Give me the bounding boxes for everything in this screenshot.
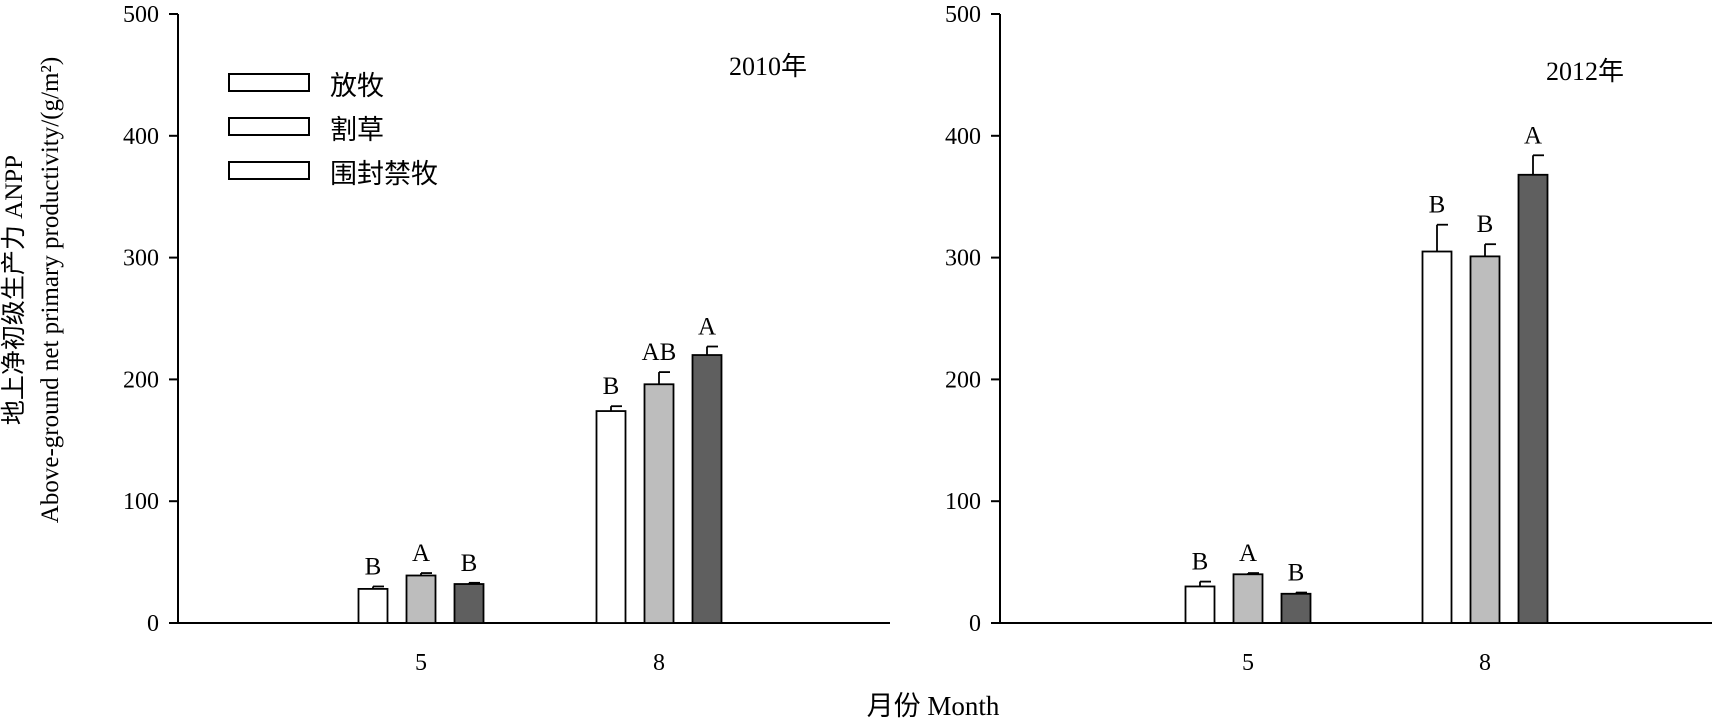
- y-tick-label: 300: [945, 246, 981, 272]
- significance-letter: B: [461, 550, 478, 577]
- legend-label-enclosure: 围封禁牧: [330, 159, 438, 189]
- bar: [1469, 255, 1501, 624]
- y-tick-label: 0: [147, 611, 159, 637]
- significance-letter: B: [1477, 211, 1494, 238]
- x-tick-label: 8: [1479, 650, 1491, 676]
- x-axis-title: 月份 Month: [867, 691, 1000, 721]
- bar: [1232, 573, 1264, 624]
- significance-letter: A: [698, 314, 716, 341]
- legend: 放牧 割草 围封禁牧: [228, 71, 438, 189]
- y-axis-title-en: Above-ground net primary productivity/(g…: [37, 57, 64, 523]
- y-tick-label: 200: [945, 367, 981, 393]
- y-tick-label: 500: [945, 2, 981, 28]
- y-tick-label: 500: [123, 2, 159, 28]
- y-tick-label: 400: [123, 124, 159, 150]
- significance-letter: B: [603, 373, 620, 400]
- y-tick-label: 0: [969, 611, 981, 637]
- y-tick-label: 200: [123, 367, 159, 393]
- legend-swatch-mowing: [228, 117, 310, 136]
- x-tick-label: 8: [653, 650, 665, 676]
- bar: [357, 587, 389, 624]
- y-tick-label: 100: [123, 489, 159, 515]
- y-tick-label: 400: [945, 124, 981, 150]
- bar: [595, 410, 627, 624]
- significance-letter: B: [365, 553, 382, 580]
- y-axis-title-cn: 地上净初级生产力 ANPP: [0, 155, 28, 425]
- bar: [1184, 585, 1216, 624]
- bar: [1280, 592, 1312, 624]
- legend-label-mowing: 割草: [330, 115, 384, 145]
- significance-letter: B: [1288, 560, 1305, 587]
- panel-label: 2012年: [1546, 57, 1624, 86]
- bar: [405, 574, 437, 624]
- x-tick-label: 5: [1242, 650, 1254, 676]
- bar: [691, 354, 723, 624]
- legend-label-grazing: 放牧: [330, 71, 384, 101]
- panel-label: 2010年: [729, 52, 807, 81]
- bar: [1517, 173, 1549, 624]
- significance-letter: AB: [642, 339, 677, 366]
- y-axis-title: 地上净初级生产力 ANPP Above-ground net primary p…: [0, 57, 64, 523]
- y-tick-label: 300: [123, 246, 159, 272]
- legend-swatch-grazing: [228, 73, 310, 92]
- significance-letter: A: [412, 540, 430, 567]
- bar: [453, 583, 485, 624]
- bar: [643, 383, 675, 624]
- legend-swatch-enclosure: [228, 161, 310, 180]
- chart-panel-2: 0 100 200 300 400 500 5 8 2012年 B A B B B A: [945, 2, 1712, 676]
- significance-letter: A: [1239, 540, 1257, 567]
- significance-letter: B: [1429, 192, 1446, 219]
- significance-letter: B: [1192, 549, 1209, 576]
- bar: [1421, 250, 1453, 624]
- y-tick-label: 100: [945, 489, 981, 515]
- significance-letter: A: [1524, 122, 1542, 149]
- x-tick-label: 5: [415, 650, 427, 676]
